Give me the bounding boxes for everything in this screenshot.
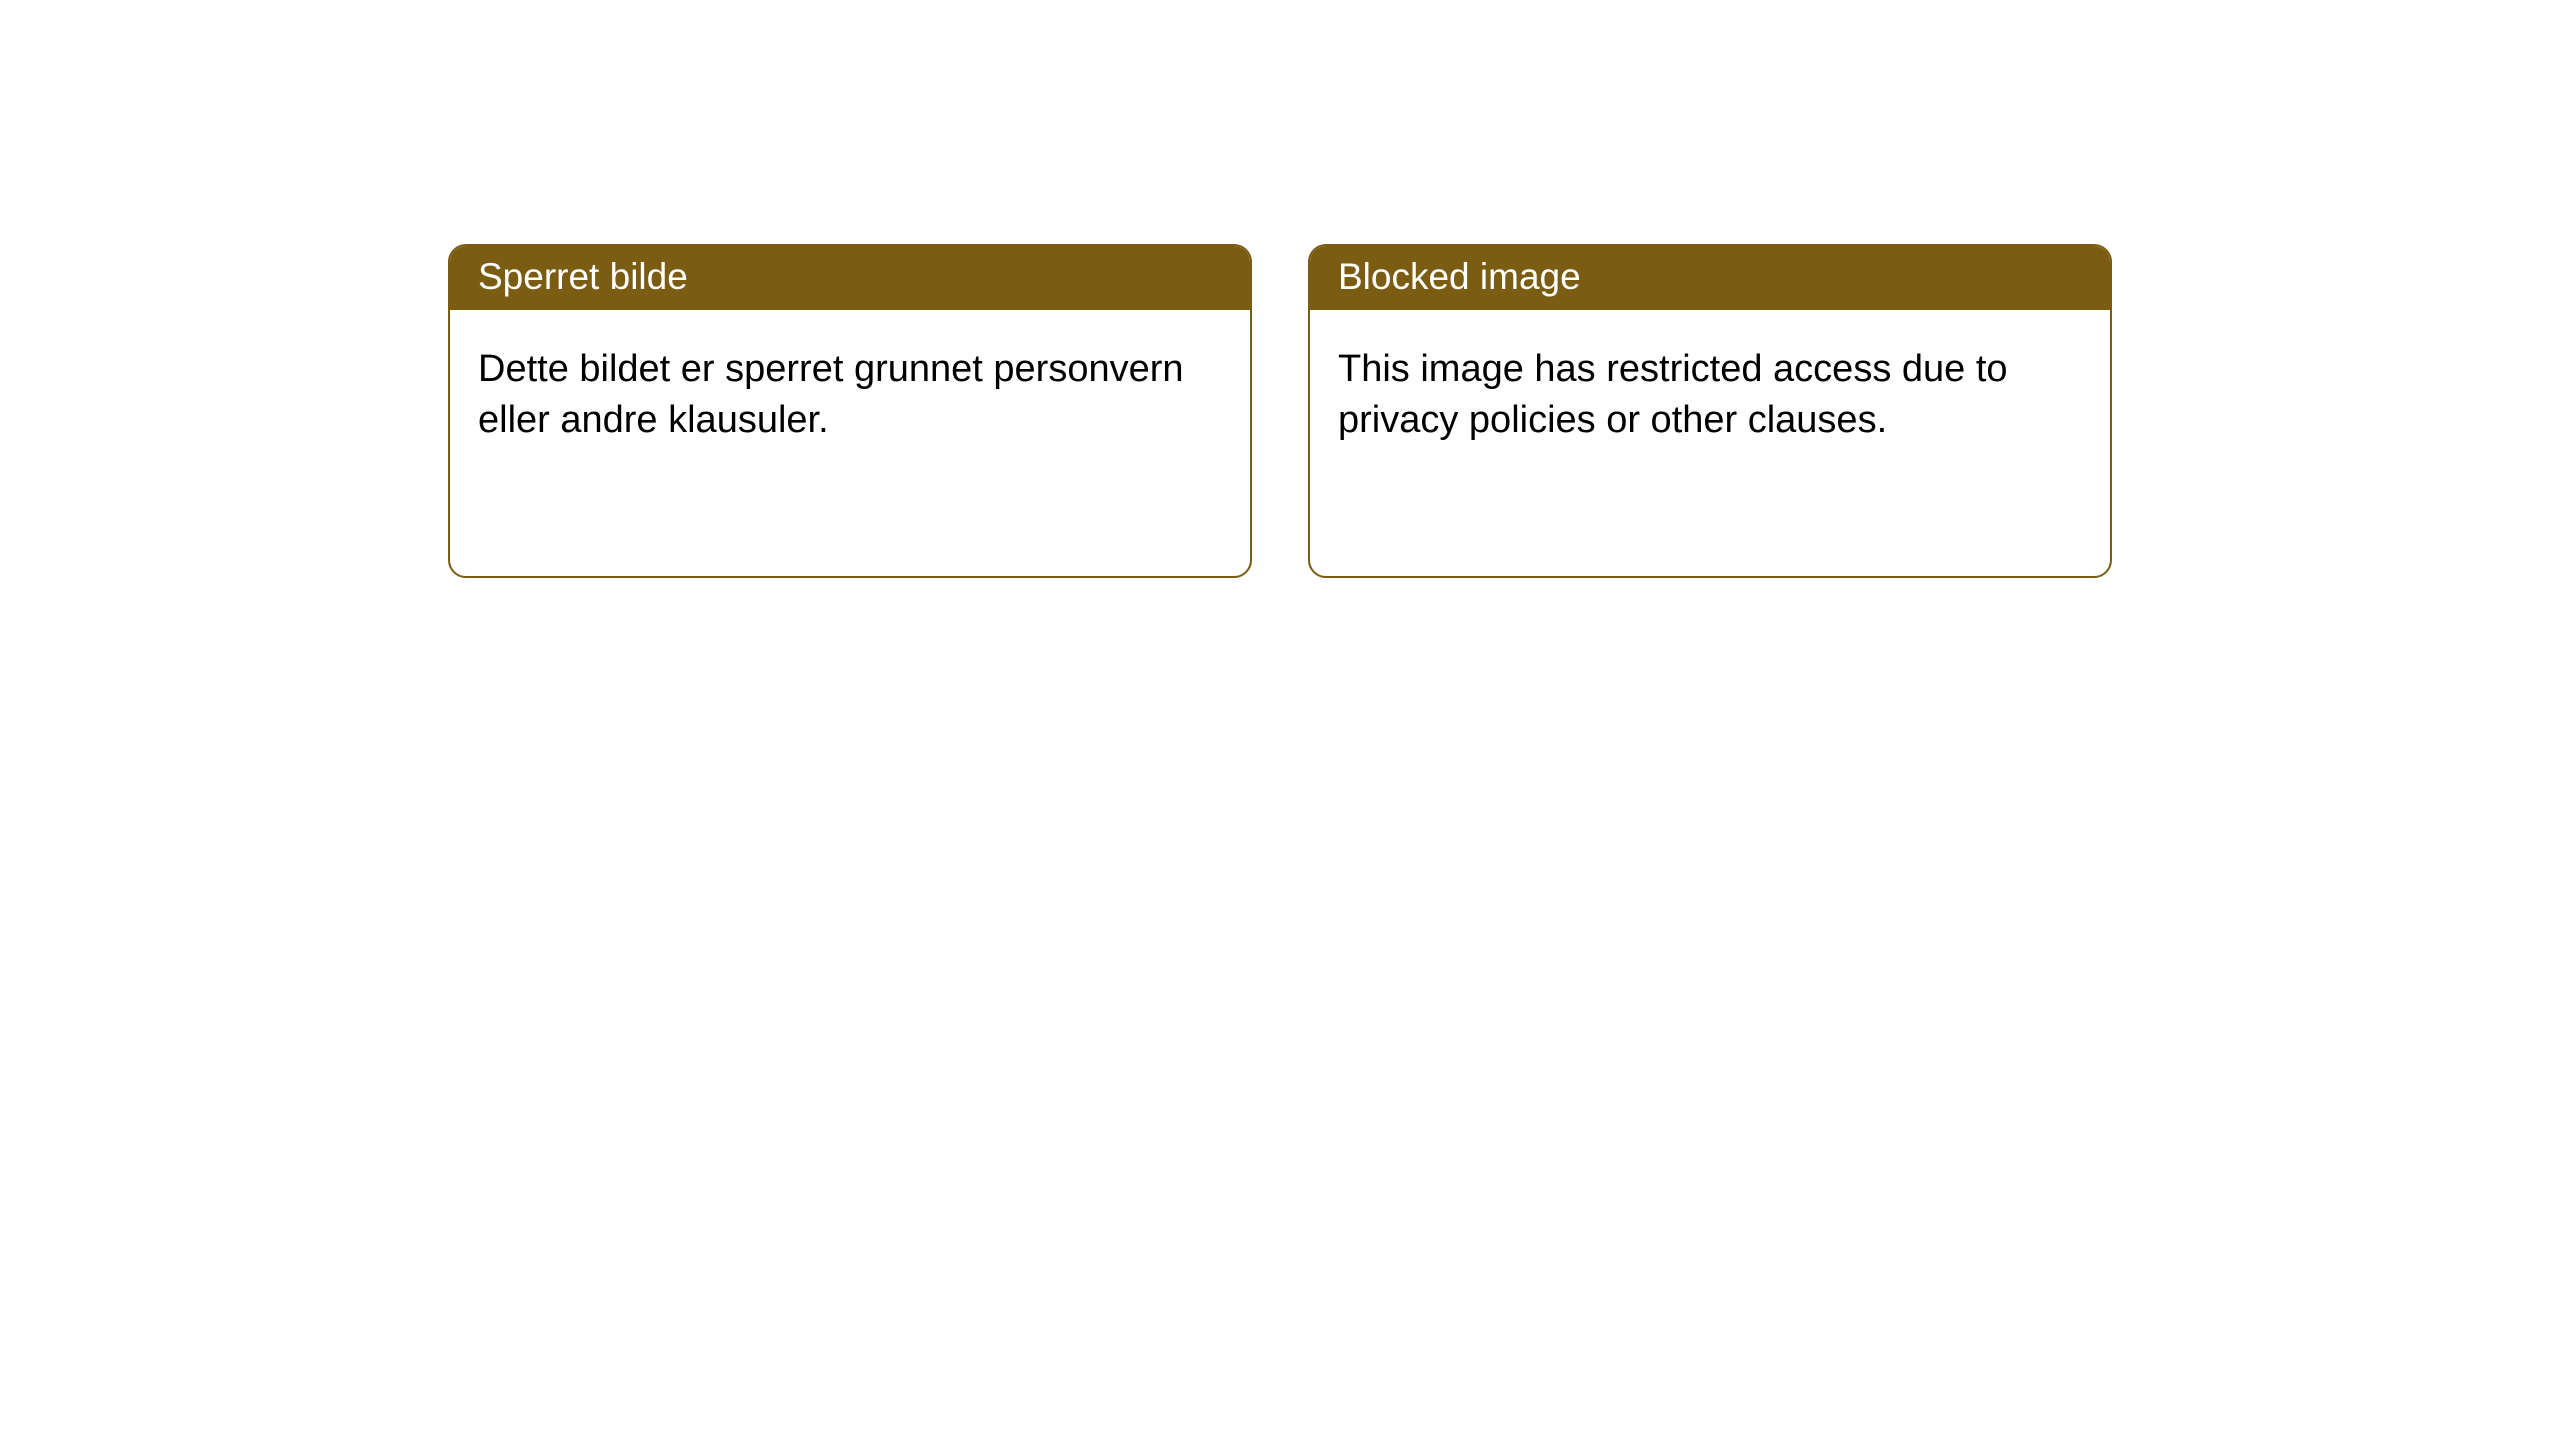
blocked-image-cards-row: Sperret bilde Dette bildet er sperret gr… xyxy=(448,244,2112,578)
card-header-text: Blocked image xyxy=(1338,256,1581,297)
card-body-text: This image has restricted access due to … xyxy=(1338,348,2008,441)
card-body: This image has restricted access due to … xyxy=(1310,310,2110,475)
card-header: Blocked image xyxy=(1310,246,2110,310)
card-body: Dette bildet er sperret grunnet personve… xyxy=(450,310,1250,475)
card-header: Sperret bilde xyxy=(450,246,1250,310)
card-body-text: Dette bildet er sperret grunnet personve… xyxy=(478,348,1184,441)
card-english: Blocked image This image has restricted … xyxy=(1308,244,2112,578)
card-norwegian: Sperret bilde Dette bildet er sperret gr… xyxy=(448,244,1252,578)
card-header-text: Sperret bilde xyxy=(478,256,688,297)
